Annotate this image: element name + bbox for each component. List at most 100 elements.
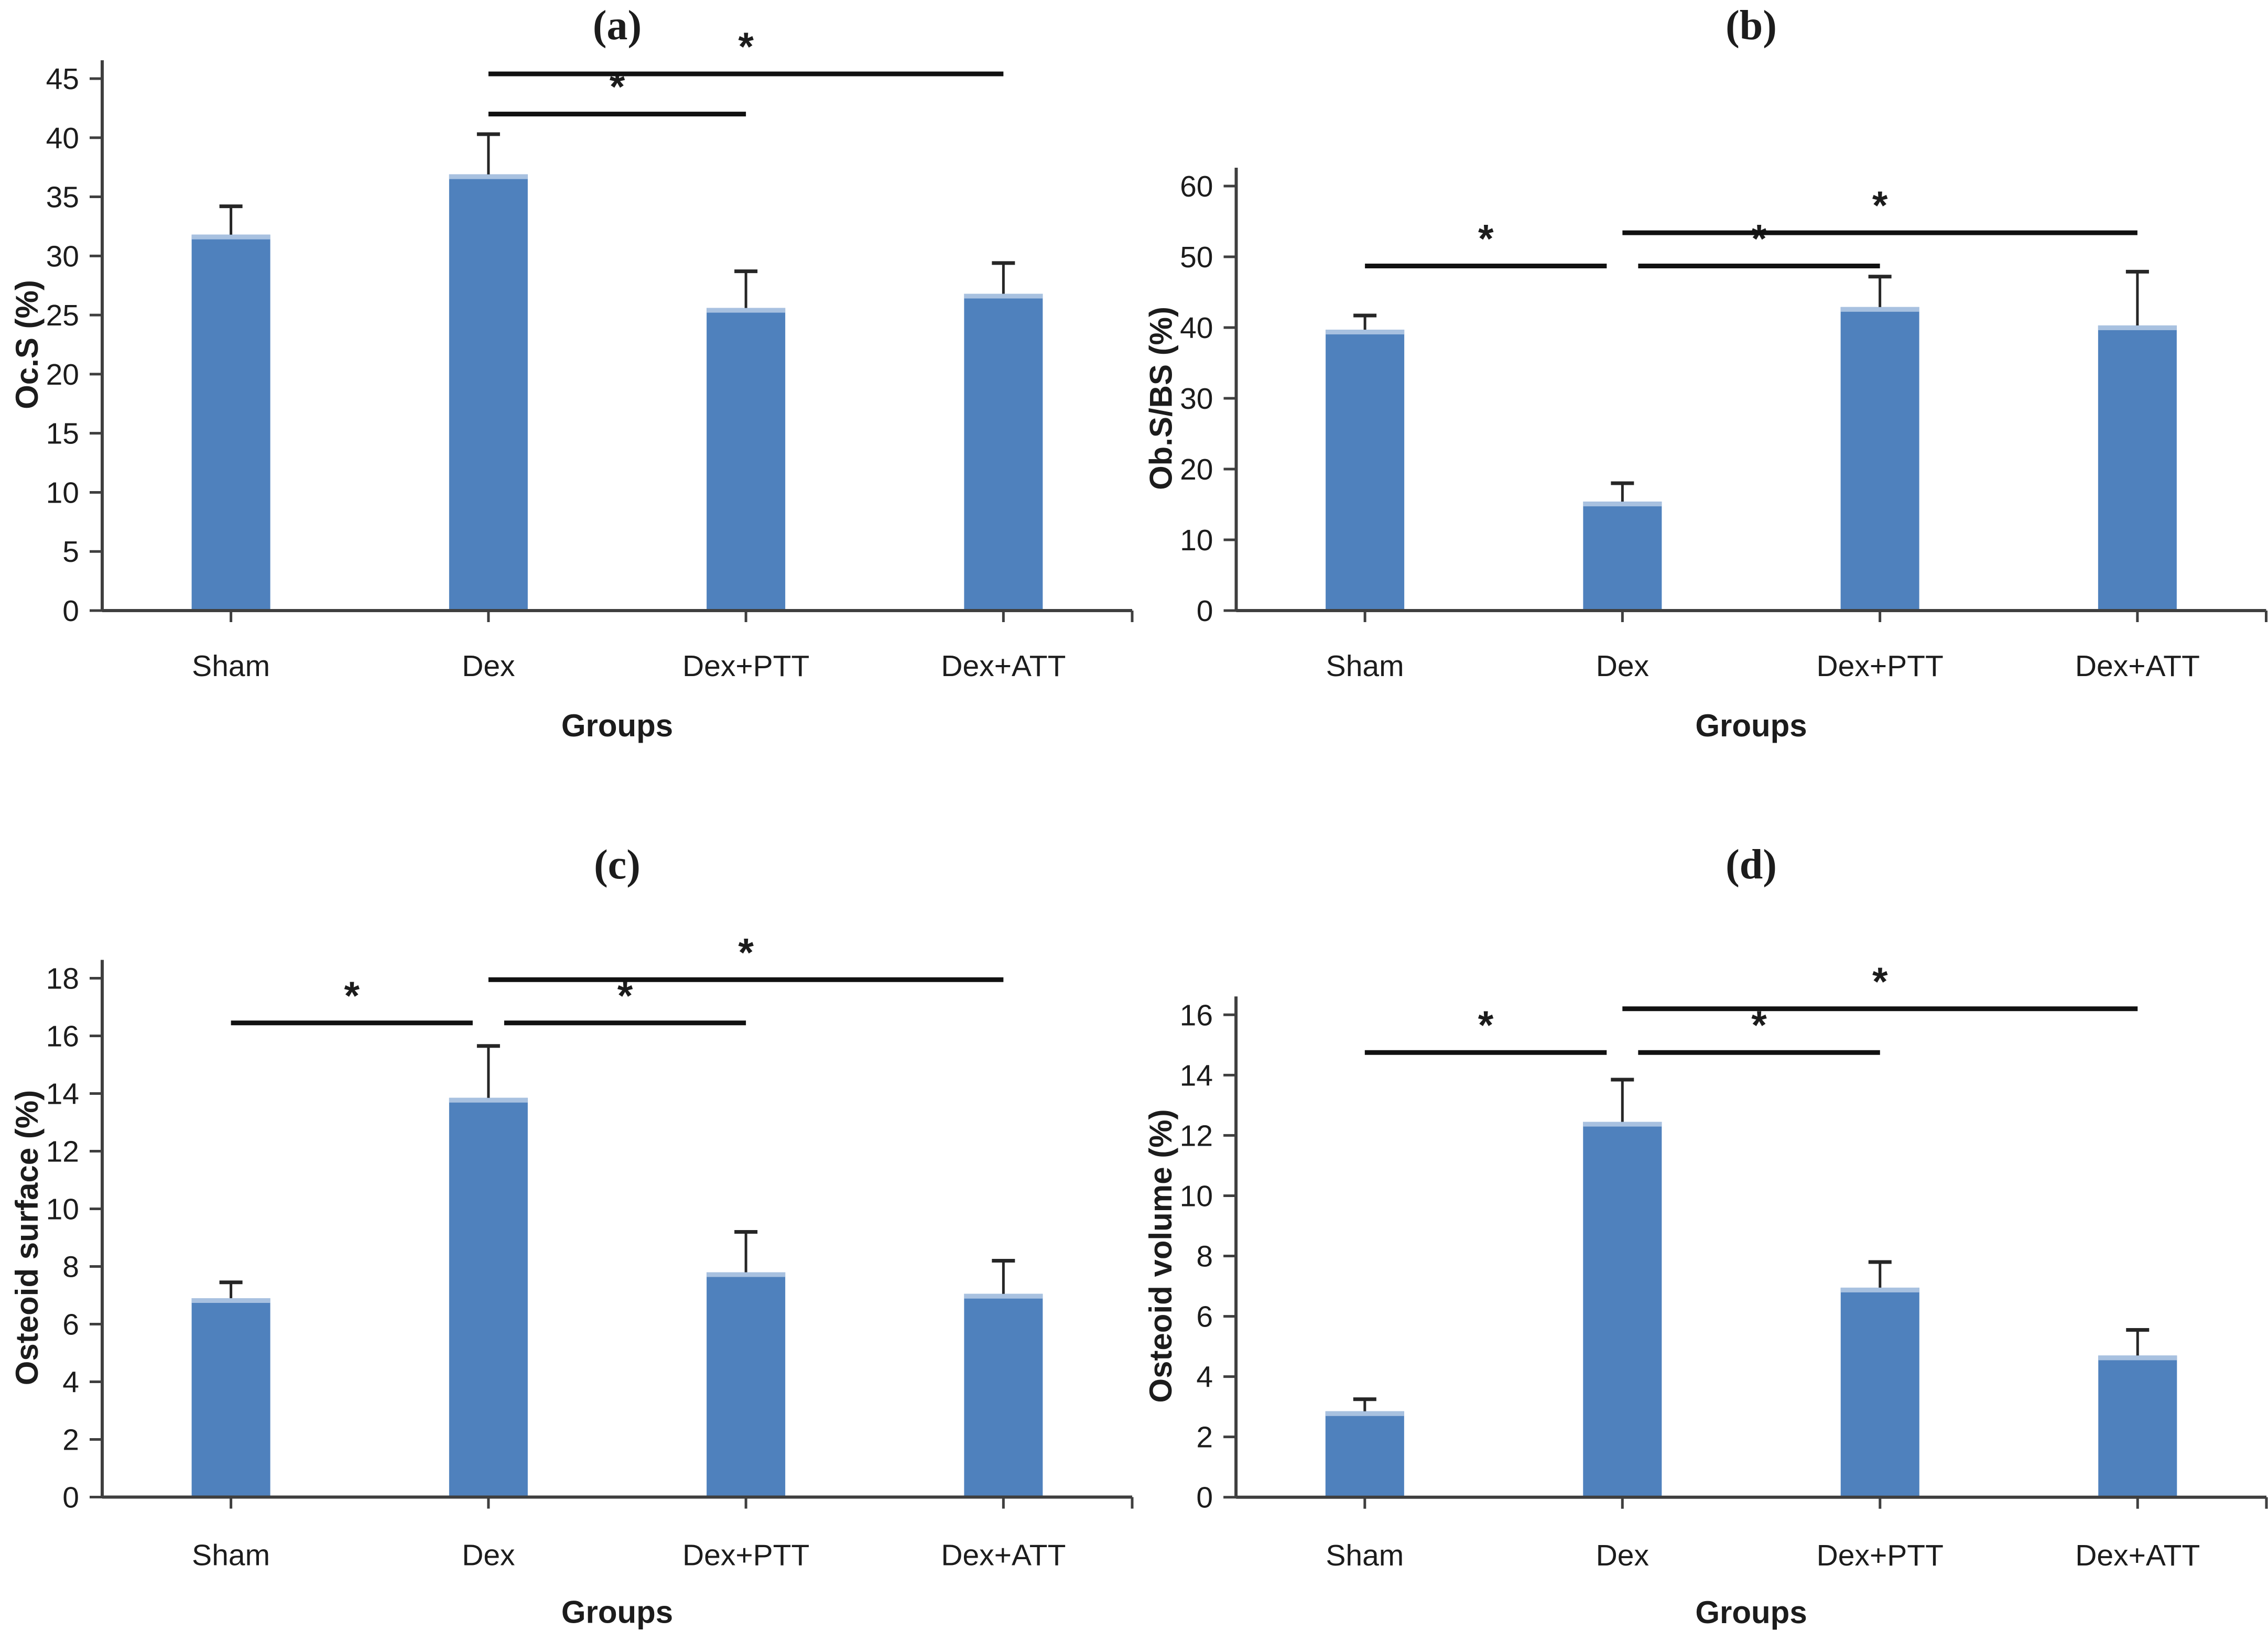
y-tick-label: 16: [46, 1020, 79, 1053]
bar: [449, 174, 528, 611]
bar: [1583, 1122, 1662, 1497]
category-label: Sham: [1326, 649, 1404, 683]
category-label: Dex: [1596, 1539, 1649, 1572]
y-tick-label: 40: [46, 122, 79, 155]
significance-asterisk: *: [1872, 183, 1888, 228]
category-label: Dex+ATT: [2075, 1539, 2200, 1572]
y-tick-label: 18: [46, 962, 79, 996]
bar-top-edge: [449, 174, 528, 179]
y-axis-title: Osteoid volume (%): [1143, 1109, 1178, 1402]
significance-asterisk: *: [610, 65, 625, 110]
chart-panel-b: (b) 0 10 20 30 40 50 60 Sham Dex Dex+PTT Dex+ATT * * *…: [1144, 3, 2267, 743]
bar-top-edge: [707, 1272, 786, 1277]
y-tick-label: 10: [1180, 524, 1213, 557]
category-label: Dex: [462, 1539, 515, 1572]
chart-panel-a: (a) 0 5 10 15 20 25 30 35 40 45 Sham Dex Dex+PTT Dex+A…: [9, 3, 1134, 743]
y-tick-label: 14: [1180, 1059, 1213, 1092]
y-tick-label: 8: [62, 1250, 79, 1284]
y-tick-label: 4: [62, 1366, 79, 1399]
bar-top-edge: [964, 293, 1043, 299]
category-label: Dex+PTT: [682, 649, 809, 683]
bar-top-edge: [1840, 1287, 1919, 1292]
x-axis-title: Groups: [1695, 708, 1807, 743]
y-tick-label: 15: [46, 417, 79, 451]
bar-top-edge: [964, 1293, 1043, 1299]
bar: [2098, 1355, 2177, 1497]
bar: [964, 1293, 1043, 1497]
significance-asterisk: *: [738, 25, 754, 69]
y-tick-label: 12: [1180, 1119, 1213, 1152]
bar-top-edge: [1840, 307, 1919, 312]
bar-top-edge: [707, 308, 786, 313]
x-axis-title: Groups: [561, 1595, 673, 1630]
x-axis-title: Groups: [561, 708, 673, 743]
bar-top-edge: [1325, 1411, 1404, 1416]
panel-letter: (a): [593, 3, 642, 49]
y-tick-label: 5: [62, 535, 79, 569]
y-tick-label: 8: [1196, 1240, 1213, 1274]
bar-top-edge: [1583, 1122, 1662, 1127]
significance-asterisk: *: [1478, 217, 1494, 262]
chart-panel-c: (c) 0 2 4 6 8 10 12 14 16 18 Sham Dex Dex+PTT Dex+ATT *…: [9, 842, 1134, 1630]
panel-d: (d) 0 2 4 6 8 10 12 14 16 Sham Dex Dex+PTT Dex+ATT * * *…: [1134, 821, 2268, 1642]
category-label: Dex+PTT: [682, 1539, 809, 1572]
category-label: Sham: [192, 649, 270, 683]
bar: [707, 308, 786, 611]
panel-letter: (d): [1726, 842, 1777, 888]
panel-c: (c) 0 2 4 6 8 10 12 14 16 18 Sham Dex Dex+PTT Dex+ATT *…: [0, 821, 1134, 1642]
significance-asterisk: *: [738, 930, 754, 975]
y-tick-label: 14: [46, 1078, 79, 1111]
bar: [191, 234, 270, 611]
y-tick-label: 6: [62, 1308, 79, 1342]
y-tick-label: 10: [46, 476, 79, 509]
bar: [449, 1097, 528, 1497]
y-tick-label: 0: [1196, 1481, 1213, 1515]
bar-top-edge: [2098, 325, 2177, 330]
y-tick-label: 20: [46, 358, 79, 392]
y-tick-label: 6: [1196, 1300, 1213, 1334]
significance-asterisk: *: [1751, 217, 1767, 262]
y-tick-label: 0: [62, 1481, 79, 1515]
bar: [964, 293, 1043, 611]
y-tick-label: 30: [46, 240, 79, 273]
y-tick-label: 50: [1180, 241, 1213, 274]
category-label: Dex+ATT: [941, 1539, 1066, 1572]
bar: [1325, 1411, 1404, 1497]
category-label: Dex+PTT: [1817, 1539, 1944, 1572]
panel-letter: (b): [1726, 3, 1777, 49]
category-label: Sham: [192, 1539, 270, 1572]
significance-asterisk: *: [1478, 1003, 1494, 1048]
panel-b: (b) 0 10 20 30 40 50 60 Sham Dex Dex+PTT Dex+ATT * * *…: [1134, 0, 2268, 821]
bar: [707, 1272, 786, 1497]
panel-a: (a) 0 5 10 15 20 25 30 35 40 45 Sham Dex Dex+PTT Dex+A…: [0, 0, 1134, 821]
bar: [1840, 1287, 1919, 1497]
y-tick-label: 10: [46, 1193, 79, 1226]
y-tick-label: 45: [46, 62, 79, 96]
y-tick-label: 0: [1197, 594, 1213, 628]
y-tick-label: 12: [46, 1135, 79, 1169]
category-label: Sham: [1326, 1539, 1404, 1572]
y-tick-label: 2: [62, 1423, 79, 1457]
y-tick-label: 16: [1180, 998, 1213, 1032]
y-tick-label: 40: [1180, 311, 1213, 345]
bar: [2098, 325, 2177, 611]
bar-top-edge: [2098, 1355, 2177, 1361]
bar-top-edge: [1326, 330, 1405, 335]
bar-top-edge: [191, 1298, 270, 1303]
y-tick-label: 4: [1196, 1361, 1213, 1394]
significance-asterisk: *: [1872, 960, 1888, 1004]
y-tick-label: 2: [1196, 1421, 1213, 1454]
y-axis-title: Oc.S (%): [9, 280, 45, 409]
bar: [1840, 307, 1919, 611]
significance-asterisk: *: [344, 974, 360, 1018]
category-label: Dex: [462, 649, 515, 683]
y-tick-label: 20: [1180, 453, 1213, 486]
y-tick-label: 10: [1180, 1179, 1213, 1213]
panel-letter: (c): [594, 842, 641, 888]
bar-top-edge: [191, 234, 270, 240]
category-label: Dex+ATT: [941, 649, 1066, 683]
y-tick-label: 25: [46, 299, 79, 332]
x-axis-title: Groups: [1695, 1595, 1807, 1630]
